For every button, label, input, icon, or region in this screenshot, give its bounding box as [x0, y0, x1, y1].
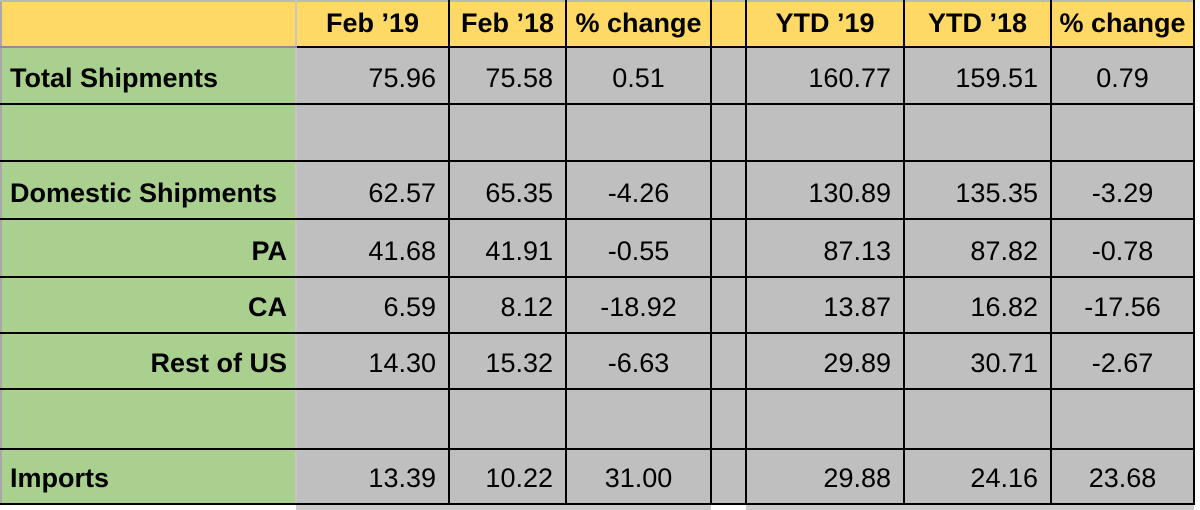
blank-label-cell[interactable]	[0, 388, 297, 450]
header-feb-19[interactable]: Feb ’19	[295, 0, 450, 48]
blank-row-1	[0, 103, 1195, 162]
cell-ca-ytd19[interactable]: 13.87	[745, 276, 905, 334]
cutoff-cell	[566, 504, 711, 510]
blank-cell[interactable]	[565, 103, 712, 162]
blank-row-2	[0, 388, 1195, 450]
cell-pa-pct-ytd[interactable]: -0.78	[1050, 218, 1195, 278]
cell-total-shipments-pct-feb[interactable]: 0.51	[565, 46, 712, 105]
header-spacer-cell[interactable]	[710, 0, 747, 48]
row-label-imports[interactable]: Imports	[0, 448, 297, 505]
blank-cell[interactable]	[565, 388, 712, 450]
blank-cell[interactable]	[448, 388, 567, 450]
row-total-shipments: Total Shipments 75.96 75.58 0.51 160.77 …	[0, 46, 1195, 105]
cell-ca-pct-ytd[interactable]: -17.56	[1050, 276, 1195, 334]
spacer-cell[interactable]	[710, 46, 747, 105]
blank-cell[interactable]	[295, 103, 450, 162]
row-domestic-shipments: Domestic Shipments 62.57 65.35 -4.26 130…	[0, 160, 1195, 220]
row-label-pa[interactable]: PA	[0, 218, 297, 278]
spacer-cell[interactable]	[710, 448, 747, 505]
spacer-cell[interactable]	[710, 388, 747, 450]
cell-ca-pct-feb[interactable]: -18.92	[565, 276, 712, 334]
spacer-cell[interactable]	[710, 103, 747, 162]
cell-restus-feb19[interactable]: 14.30	[295, 332, 450, 390]
cell-imports-feb18[interactable]: 10.22	[448, 448, 567, 505]
row-label-rest-of-us[interactable]: Rest of US	[0, 332, 297, 390]
cell-imports-pct-ytd[interactable]: 23.68	[1050, 448, 1195, 505]
cell-restus-feb18[interactable]: 15.32	[448, 332, 567, 390]
cell-restus-ytd18[interactable]: 30.71	[903, 332, 1052, 390]
header-ytd-18[interactable]: YTD ’18	[903, 0, 1052, 48]
blank-cell[interactable]	[448, 103, 567, 162]
cell-pa-ytd18[interactable]: 87.82	[903, 218, 1052, 278]
blank-cell[interactable]	[745, 388, 905, 450]
spacer-cell[interactable]	[710, 276, 747, 334]
blank-cell[interactable]	[903, 103, 1052, 162]
cell-restus-pct-feb[interactable]: -6.63	[565, 332, 712, 390]
cell-ca-feb18[interactable]: 8.12	[448, 276, 567, 334]
cell-pa-ytd19[interactable]: 87.13	[745, 218, 905, 278]
cell-imports-pct-feb[interactable]: 31.00	[565, 448, 712, 505]
cell-total-shipments-feb19[interactable]: 75.96	[295, 46, 450, 105]
cell-total-shipments-ytd19[interactable]: 160.77	[745, 46, 905, 105]
cell-domestic-ytd18[interactable]: 135.35	[903, 160, 1052, 220]
cell-restus-ytd19[interactable]: 29.89	[745, 332, 905, 390]
blank-cell[interactable]	[1050, 103, 1195, 162]
header-empty-cell[interactable]	[0, 0, 297, 48]
cell-ca-ytd18[interactable]: 16.82	[903, 276, 1052, 334]
spacer-cell[interactable]	[710, 160, 747, 220]
cutoff-cell	[296, 504, 449, 510]
blank-cell[interactable]	[1050, 388, 1195, 450]
spacer-cell[interactable]	[710, 332, 747, 390]
cell-domestic-feb18[interactable]: 65.35	[448, 160, 567, 220]
row-label-domestic-shipments[interactable]: Domestic Shipments	[0, 160, 297, 220]
cutoff-cell	[904, 504, 1051, 510]
cutoff-cell	[1051, 504, 1194, 510]
cell-domestic-pct-feb[interactable]: -4.26	[565, 160, 712, 220]
cell-domestic-ytd19[interactable]: 130.89	[745, 160, 905, 220]
cell-pa-feb19[interactable]: 41.68	[295, 218, 450, 278]
row-label-ca[interactable]: CA	[0, 276, 297, 334]
row-imports: Imports 13.39 10.22 31.00 29.88 24.16 23…	[0, 448, 1195, 505]
blank-cell[interactable]	[745, 103, 905, 162]
header-ytd-19[interactable]: YTD ’19	[745, 0, 905, 48]
row-label-total-shipments[interactable]: Total Shipments	[0, 46, 297, 105]
cell-imports-ytd18[interactable]: 24.16	[903, 448, 1052, 505]
cell-pa-pct-feb[interactable]: -0.55	[565, 218, 712, 278]
cell-ca-feb19[interactable]: 6.59	[295, 276, 450, 334]
cell-domestic-feb19[interactable]: 62.57	[295, 160, 450, 220]
cell-restus-pct-ytd[interactable]: -2.67	[1050, 332, 1195, 390]
blank-cell[interactable]	[903, 388, 1052, 450]
header-feb-18[interactable]: Feb ’18	[448, 0, 567, 48]
cell-imports-feb19[interactable]: 13.39	[295, 448, 450, 505]
header-pct-change-feb[interactable]: % change	[565, 0, 712, 48]
cell-domestic-pct-ytd[interactable]: -3.29	[1050, 160, 1195, 220]
row-pa: PA 41.68 41.91 -0.55 87.13 87.82 -0.78	[0, 218, 1195, 278]
cutoff-cell	[449, 504, 566, 510]
spacer-cell[interactable]	[710, 218, 747, 278]
header-row: Feb ’19 Feb ’18 % change YTD ’19 YTD ’18…	[0, 0, 1195, 48]
header-pct-change-ytd[interactable]: % change	[1050, 0, 1195, 48]
cell-total-shipments-feb18[interactable]: 75.58	[448, 46, 567, 105]
cell-total-shipments-pct-ytd[interactable]: 0.79	[1050, 46, 1195, 105]
cell-imports-ytd19[interactable]: 29.88	[745, 448, 905, 505]
blank-label-cell[interactable]	[0, 103, 297, 162]
cutoff-cell	[746, 504, 904, 510]
cutoff-cell	[711, 504, 746, 510]
row-ca: CA 6.59 8.12 -18.92 13.87 16.82 -17.56	[0, 276, 1195, 334]
blank-cell[interactable]	[295, 388, 450, 450]
cell-total-shipments-ytd18[interactable]: 159.51	[903, 46, 1052, 105]
row-rest-of-us: Rest of US 14.30 15.32 -6.63 29.89 30.71…	[0, 332, 1195, 390]
cell-pa-feb18[interactable]: 41.91	[448, 218, 567, 278]
cutoff-row	[1, 504, 1194, 510]
cutoff-cell	[1, 504, 296, 510]
